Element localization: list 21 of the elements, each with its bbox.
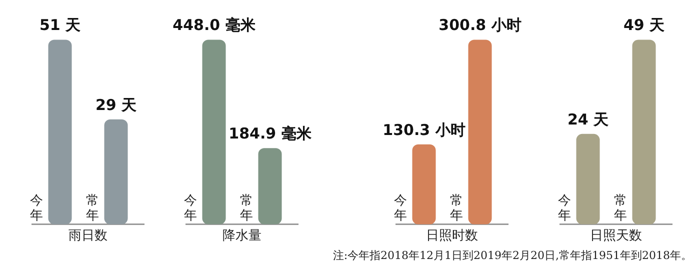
data-label: 300.8 小时	[438, 16, 522, 34]
x-axis-title: 日照时数	[426, 228, 478, 244]
data-label: 130.3 小时	[382, 120, 466, 139]
data-label: 448.0 毫米	[172, 16, 256, 34]
x-axis-title: 降水量	[222, 228, 262, 244]
text: 注:今年指2018年12月1日到2019年2月20日,常年指1951年到2018年。	[332, 248, 692, 263]
data-label: 184.9 毫米	[228, 124, 312, 143]
data-label: 51 天	[39, 16, 82, 34]
x-tick-label: 常年	[240, 193, 254, 224]
x-tick-label: 常年	[86, 193, 100, 224]
x-tick-label: 今年	[184, 193, 198, 224]
x-axis-title: 雨日数	[68, 228, 108, 244]
x-tick-label: 今年	[394, 193, 408, 224]
data-label: 24 天	[567, 110, 610, 128]
x-tick-label: 常年	[450, 193, 464, 224]
x-tick-label: 今年	[558, 193, 572, 224]
x-tick-label: 常年	[614, 193, 628, 224]
x-axis-title: 日照天数	[590, 228, 642, 244]
x-tick-label: 今年	[30, 193, 44, 224]
data-label: 49 天	[623, 16, 666, 34]
data-label: 29 天	[95, 96, 138, 114]
